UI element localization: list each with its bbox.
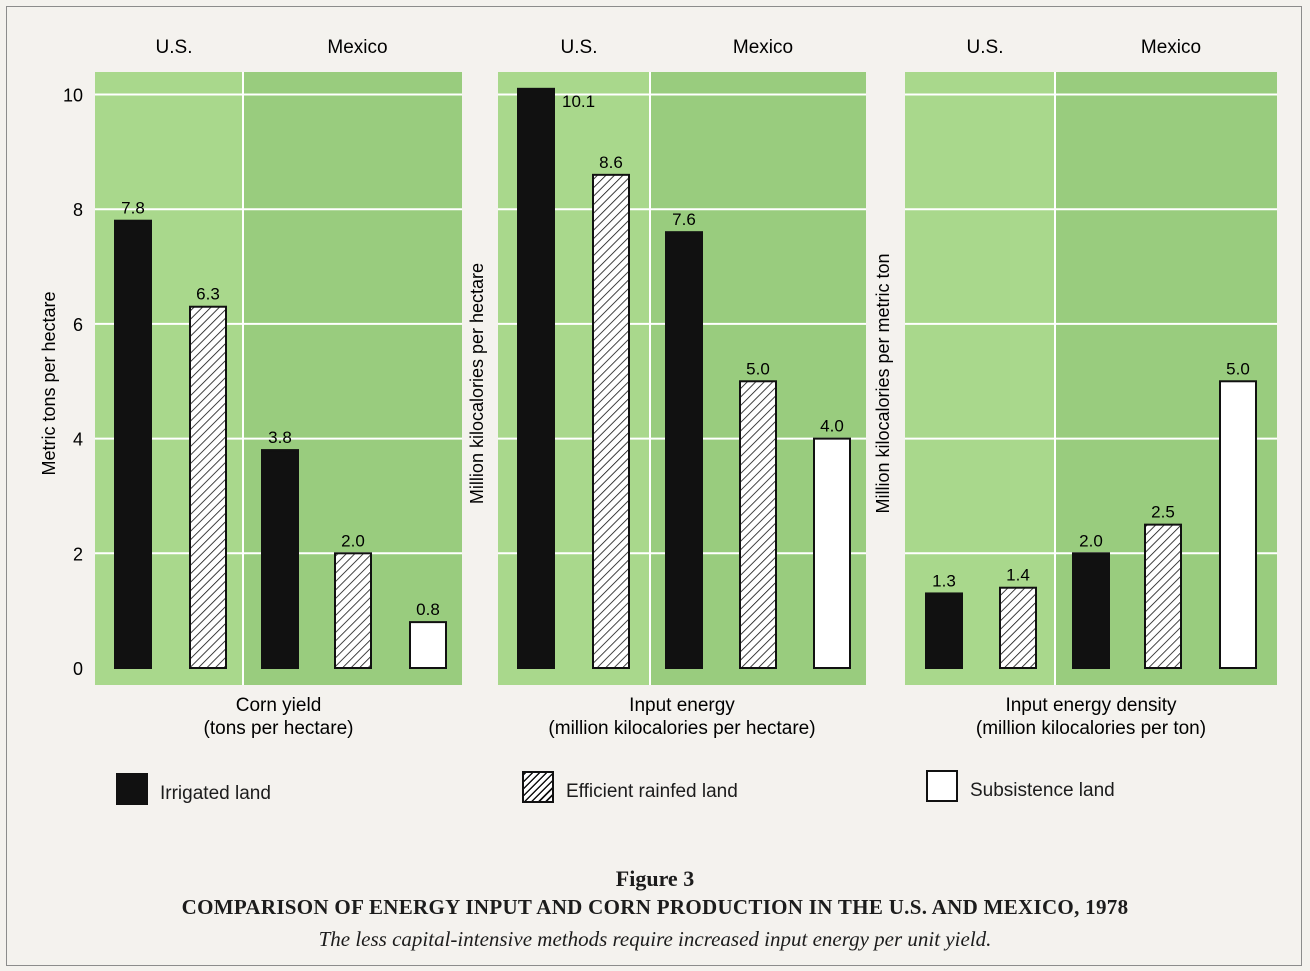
panel-3-group-label-mexico: Mexico [1141, 37, 1201, 58]
panel-1-bar-value-label: 2.0 [341, 531, 365, 550]
legend-rainfed: Efficient rainfed land [522, 767, 738, 803]
panel-2-y-axis-label: Million kilocalories per hectare [467, 263, 487, 504]
figure-frame [6, 6, 1302, 966]
legend-label-irrigated: Irrigated land [160, 783, 271, 804]
panel-1-bar-value-label: 7.8 [121, 199, 145, 218]
panel-3-bar-rainfed [999, 586, 1037, 670]
panel-1-bar-subsistence [409, 621, 447, 669]
legend-irrigated: Irrigated land [116, 769, 271, 805]
panel-3-bar-rainfed [1144, 523, 1182, 669]
panel-1-bar-rainfed [334, 552, 372, 670]
panel-2-bar-rainfed [592, 173, 630, 670]
legend-swatch-subsistence [926, 770, 958, 802]
panel-2-subtitle: (million kilocalories per hectare) [548, 718, 815, 739]
panel-1-bar-value-label: 3.8 [268, 428, 292, 447]
panel-1-y-axis-label: Metric tons per hectare [39, 291, 59, 475]
panel-1-y-tick-label: 10 [63, 86, 83, 106]
panel-1-bar-irrigated [261, 449, 299, 669]
legend-subsistence: Subsistence land [926, 766, 1115, 802]
panel-1-y-tick-label: 2 [73, 544, 83, 564]
figure-title: COMPARISON OF ENERGY INPUT AND CORN PROD… [181, 895, 1129, 919]
panel-3-title: Input energy density [1005, 695, 1177, 716]
panel-1-y-tick-label: 4 [73, 430, 83, 450]
panel-1-bar-value-label: 0.8 [416, 600, 440, 619]
panel-2-bar-value-label: 5.0 [746, 359, 770, 378]
figure-subtitle: The less capital-intensive methods requi… [318, 927, 992, 951]
panel-2-bar-rainfed [739, 380, 777, 669]
panel-3-bar-value-label: 1.4 [1006, 566, 1030, 585]
panel-3-bar-value-label: 1.3 [932, 571, 956, 590]
panel-2-bar-irrigated [517, 87, 555, 669]
panel-1-group-label-mexico: Mexico [327, 37, 387, 58]
panel-1-group-label-us: U.S. [156, 37, 193, 58]
panel-3-bar-irrigated [1072, 552, 1110, 670]
panel-1-title: Corn yield [236, 695, 322, 716]
chart-area: U.S. Mexico Metric tons per hectare 0 2 4 6 8 10… [39, 37, 1277, 739]
panel-2-title: Input energy [629, 695, 735, 716]
panel-2-bar-value-label: 7.6 [672, 210, 696, 229]
panel-3-y-axis-label: Million kilocalories per metric ton [873, 253, 893, 513]
panel-3-bar-value-label: 5.0 [1226, 359, 1250, 378]
panel-3-group-label-us: U.S. [967, 37, 1004, 58]
panel-3-bar-value-label: 2.0 [1079, 531, 1103, 550]
panel-3-bar-subsistence [1219, 380, 1257, 669]
panel-1-y-tick-label: 6 [73, 315, 83, 335]
panel-2-bar-value-label: 10.1 [562, 92, 595, 111]
panel-2-bar-irrigated [665, 231, 703, 669]
panel-1-bar-value-label: 6.3 [196, 285, 220, 304]
legend-swatch-rainfed [522, 771, 554, 803]
figure-label: Figure 3 [615, 866, 695, 891]
panel-2-group-label-mexico: Mexico [733, 37, 793, 58]
panel-3-subtitle: (million kilocalories per ton) [976, 718, 1206, 739]
panel-3-bar-irrigated [925, 592, 963, 670]
panel-3-bar-value-label: 2.5 [1151, 503, 1175, 522]
panel-2-bar-subsistence [813, 437, 851, 670]
legend-label-rainfed: Efficient rainfed land [566, 781, 738, 802]
panel-1-bar-rainfed [189, 305, 227, 669]
legend-swatch-irrigated [116, 773, 148, 805]
legend-label-subsistence: Subsistence land [970, 780, 1115, 801]
panel-1-y-tick-label: 8 [73, 200, 83, 220]
panel-1-bar-irrigated [114, 219, 152, 670]
panel-2-group-label-us: U.S. [561, 37, 598, 58]
panel-2-bar-value-label: 4.0 [820, 417, 844, 436]
panel-1-subtitle: (tons per hectare) [204, 718, 354, 739]
panel-2-bar-value-label: 8.6 [599, 153, 623, 172]
panel-1-y-tick-label: 0 [73, 659, 83, 679]
